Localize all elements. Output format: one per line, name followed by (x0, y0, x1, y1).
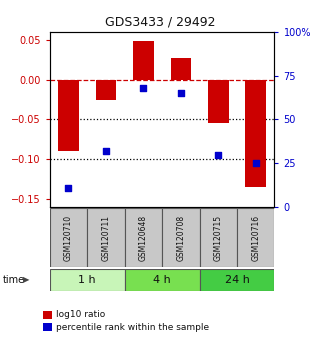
Text: GSM120710: GSM120710 (64, 215, 73, 261)
Bar (96, 80, 116, 99)
Text: ▶: ▶ (23, 275, 30, 285)
Bar (237, 208, 274, 267)
Bar (50, 208, 87, 267)
Text: 24 h: 24 h (225, 275, 249, 285)
Bar (200, 208, 237, 267)
Text: GSM120648: GSM120648 (139, 215, 148, 261)
Bar (200, 269, 274, 291)
Text: GSM120708: GSM120708 (176, 215, 185, 261)
Text: 4 h: 4 h (153, 275, 171, 285)
Bar (50, 269, 125, 291)
Point (103, 148, 108, 154)
Point (216, 152, 221, 157)
Bar (125, 208, 162, 267)
Text: 1 h: 1 h (78, 275, 96, 285)
Text: GSM120716: GSM120716 (251, 215, 260, 261)
Point (66, 185, 71, 191)
Text: time: time (3, 275, 25, 285)
Text: percentile rank within the sample: percentile rank within the sample (56, 322, 209, 332)
Bar (208, 80, 229, 124)
Bar (133, 41, 154, 80)
Text: GSM120711: GSM120711 (101, 215, 110, 261)
Text: GSM120715: GSM120715 (214, 215, 223, 261)
Bar (170, 58, 191, 80)
Bar (125, 269, 200, 291)
Point (141, 85, 146, 91)
Point (178, 90, 183, 96)
Bar (87, 208, 125, 267)
Text: log10 ratio: log10 ratio (56, 310, 105, 319)
Point (253, 160, 258, 166)
Bar (246, 80, 266, 187)
Bar (58, 80, 79, 152)
Text: GDS3433 / 29492: GDS3433 / 29492 (105, 16, 216, 29)
Bar (162, 208, 200, 267)
